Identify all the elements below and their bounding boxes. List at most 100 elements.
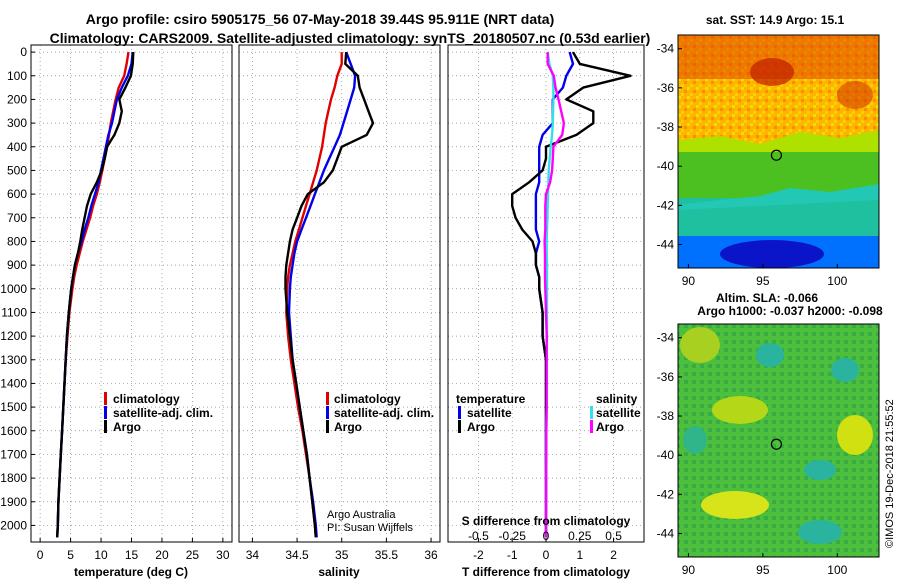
- salinity-x-label: salinity: [318, 565, 360, 579]
- x2-tick-label: 0.5: [605, 529, 622, 543]
- legend-mark-argo: [104, 420, 107, 433]
- x-tick-label: 20: [155, 548, 169, 562]
- lat-tick-label: -34: [657, 331, 675, 345]
- depth-tick-label: 700: [7, 211, 27, 225]
- diff-legend-mark-argo-temp: [458, 420, 461, 433]
- lat-tick-label: -42: [657, 198, 675, 212]
- sla-low-5: [683, 426, 707, 454]
- x-tick-label: 5: [67, 548, 74, 562]
- profile-line-climatology: [285, 52, 343, 538]
- x-tick-label: -1: [507, 548, 518, 562]
- sla-high-4: [701, 491, 769, 519]
- x2-tick-label: -0.5: [468, 529, 489, 543]
- diff-legend-mark-sat-temp: [458, 406, 461, 419]
- x-tick-label: 34: [246, 548, 260, 562]
- lat-tick-label: -44: [657, 238, 675, 252]
- depth-tick-label: 1600: [0, 424, 27, 438]
- sst-map-frame: [677, 34, 880, 269]
- salinity-legend: climatology satellite-adj. clim. Argo: [326, 392, 434, 434]
- profile-line-argo-temperature: [511, 51, 632, 538]
- difference-profiles: [511, 51, 632, 538]
- sla-map-title-2: Argo h1000: -0.037 h2000: -0.098: [697, 304, 883, 318]
- salinity-x-ticks: 34 34.5 35 35.5 36: [246, 538, 438, 562]
- sst-lat-ticks: -34 -36 -38 -40 -42 -44: [657, 42, 682, 252]
- depth-tick-label: 500: [7, 163, 27, 177]
- lon-tick-label: 90: [682, 563, 696, 577]
- profile-line-argo: [56, 52, 135, 538]
- sst-lon-ticks: 90 95 100: [682, 264, 848, 288]
- legend-mark-argo-2: [326, 420, 329, 433]
- figure-title-line-1: Argo profile: csiro 5905175_56 07-May-20…: [86, 11, 554, 27]
- lat-tick-label: -38: [657, 409, 675, 423]
- depth-tick-label: 0: [20, 45, 27, 59]
- x-tick-label: 36: [424, 548, 438, 562]
- x2-tick-label: -0.25: [499, 529, 527, 543]
- sst-map: sat. SST: 14.9 Argo: 15.1 -34 -36 -38 -40 -4…: [657, 13, 880, 288]
- figure-title-line-2: Climatology: CARS2009. Satellite-adjuste…: [50, 30, 651, 46]
- x-tick-label: 34.5: [285, 548, 309, 562]
- depth-tick-label: 900: [7, 258, 27, 272]
- depth-axis-ticks: 0 100 200 300 400 500 600 700 800 900 1000 1100 1200…: [0, 45, 35, 532]
- legend-label-argo: Argo: [113, 420, 141, 434]
- sla-lon-ticks: 90 95 100: [682, 553, 848, 577]
- sla-low-4: [798, 520, 842, 544]
- depth-tick-label: 1800: [0, 471, 27, 485]
- profile-line-satellite-temperature: [534, 51, 575, 538]
- diff-legend-label-argo-sal: Argo: [596, 420, 624, 434]
- depth-tick-label: 600: [7, 187, 27, 201]
- temperature-gridlines: [31, 45, 232, 542]
- sla-argo-position-marker: [770, 438, 783, 450]
- lat-tick-label: -36: [657, 81, 675, 95]
- sla-low-3: [804, 460, 836, 480]
- lat-tick-label: -36: [657, 370, 675, 384]
- salinity-difference-label: S difference from climatology: [462, 514, 631, 528]
- lat-tick-label: -40: [657, 159, 675, 173]
- x-tick-label: 35.5: [375, 548, 399, 562]
- depth-tick-label: 300: [7, 116, 27, 130]
- x-tick-label: 35: [335, 548, 349, 562]
- legend-label-climatology-2: climatology: [334, 392, 401, 406]
- diff-legend-mark-argo-sal: [590, 420, 593, 433]
- legend-mark-climatology-2: [326, 392, 329, 405]
- lat-tick-label: -38: [657, 120, 675, 134]
- x-tick-label: 2: [610, 548, 617, 562]
- salinity-profiles: [284, 51, 375, 538]
- diff-legend-salinity-heading: salinity: [596, 392, 638, 406]
- depth-tick-label: 1300: [0, 353, 27, 367]
- lon-tick-label: 100: [827, 563, 847, 577]
- legend-label-satellite-2: satellite-adj. clim.: [334, 406, 434, 420]
- difference-legend: temperature satellite Argo salinity sate…: [456, 392, 641, 434]
- lon-tick-label: 90: [682, 274, 696, 288]
- depth-tick-label: 1400: [0, 376, 27, 390]
- x-tick-label: -2: [473, 548, 484, 562]
- sst-warm-eddy-2: [837, 81, 873, 109]
- sla-map-frame: [677, 323, 880, 558]
- depth-tick-label: 1500: [0, 400, 27, 414]
- difference-x-ticks: -2 -1 0 1 2: [473, 538, 617, 562]
- lat-tick-label: -40: [657, 448, 675, 462]
- depth-tick-label: 1000: [0, 282, 27, 296]
- profile-line-satellite-adj-clim: [56, 51, 134, 538]
- x-tick-label: 30: [216, 548, 230, 562]
- diff-legend-label-sat-temp: satellite: [467, 406, 512, 420]
- salinity-gridlines: [239, 45, 440, 542]
- difference-panel: -2 -1 0 1 2 -0.5 -0.25 0 0.25 0.5 T difference f…: [447, 44, 645, 579]
- sla-map: Altim. SLA: -0.066 Argo h1000: -0.037 h2…: [657, 291, 883, 577]
- legend-label-satellite: satellite-adj. clim.: [113, 406, 213, 420]
- temperature-profiles: [56, 51, 135, 538]
- depth-tick-label: 200: [7, 92, 27, 106]
- diff-legend-temperature-heading: temperature: [456, 392, 526, 406]
- lon-tick-label: 95: [756, 563, 770, 577]
- x-tick-label: 0: [37, 548, 44, 562]
- sst-cold-pool: [720, 240, 824, 268]
- sla-high-3: [837, 415, 873, 455]
- x2-tick-label: 0: [543, 529, 550, 543]
- legend-mark-climatology: [104, 392, 107, 405]
- profile-line-argo-salinity: [543, 52, 566, 538]
- diff-legend-label-argo-temp: Argo: [467, 420, 495, 434]
- attribution-line-2: PI: Susan Wijffels: [327, 522, 413, 534]
- legend-mark-satellite-2: [326, 406, 329, 419]
- depth-tick-label: 100: [7, 69, 27, 83]
- sla-low-2: [831, 358, 859, 382]
